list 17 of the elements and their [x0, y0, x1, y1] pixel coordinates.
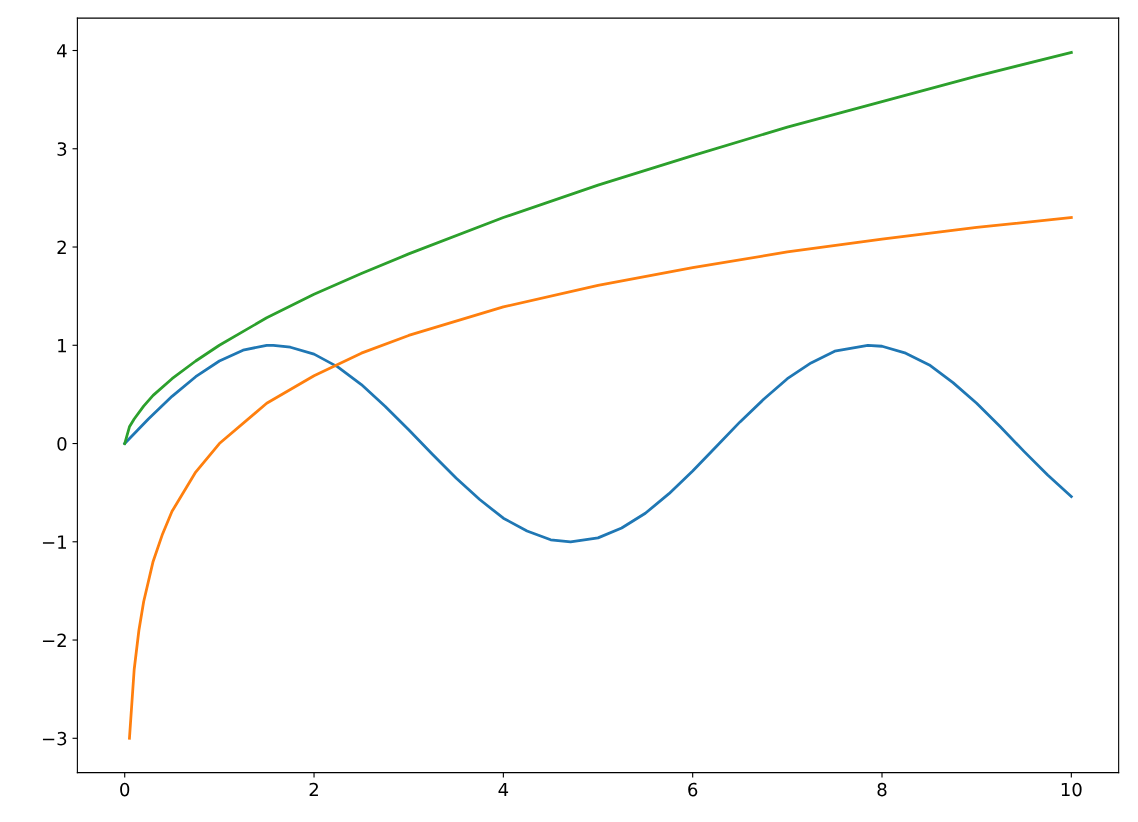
y-tick-label: 0 [57, 436, 67, 451]
x-tick-label: 10 [1061, 782, 1082, 797]
y-tick-label: 3 [57, 142, 67, 156]
x-tick-label: 2 [309, 782, 318, 797]
line-series [123, 51, 1073, 445]
x-tick-label: 4 [498, 782, 509, 797]
y-tick-label: 1 [58, 338, 66, 353]
y-tick-label: 2 [57, 240, 66, 254]
line-series [128, 216, 1073, 740]
x-tick-label: 8 [877, 782, 887, 797]
y-tick-label: −1 [42, 535, 66, 549]
y-tick-label: −2 [42, 633, 66, 647]
x-tick-label: 6 [688, 782, 698, 797]
line-series [123, 343, 1073, 544]
y-tick-label: 4 [57, 44, 67, 58]
x-tick-label: 0 [120, 782, 130, 797]
y-tick-label: −3 [42, 731, 67, 746]
